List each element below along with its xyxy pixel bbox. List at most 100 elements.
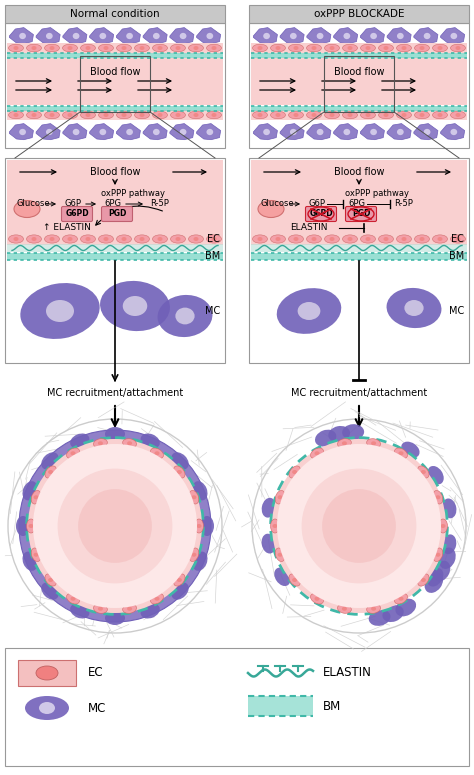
Ellipse shape xyxy=(45,235,60,243)
Text: EC: EC xyxy=(88,666,104,680)
FancyBboxPatch shape xyxy=(306,206,337,222)
Ellipse shape xyxy=(14,201,40,218)
Ellipse shape xyxy=(211,113,217,117)
Ellipse shape xyxy=(189,491,199,504)
Bar xyxy=(5,23,225,148)
Bar xyxy=(251,244,467,252)
Ellipse shape xyxy=(252,419,466,633)
Ellipse shape xyxy=(438,46,443,50)
Ellipse shape xyxy=(257,46,263,50)
Ellipse shape xyxy=(275,548,285,561)
Ellipse shape xyxy=(211,46,217,50)
Ellipse shape xyxy=(151,448,164,459)
Ellipse shape xyxy=(367,604,381,613)
Ellipse shape xyxy=(258,201,284,218)
Ellipse shape xyxy=(371,441,376,446)
Ellipse shape xyxy=(394,448,408,459)
Bar xyxy=(5,648,469,766)
Text: MC: MC xyxy=(205,306,220,316)
Ellipse shape xyxy=(307,112,321,119)
Text: Blood flow: Blood flow xyxy=(334,167,384,177)
Ellipse shape xyxy=(275,237,281,241)
Ellipse shape xyxy=(13,237,18,241)
Ellipse shape xyxy=(73,33,80,40)
Ellipse shape xyxy=(271,235,285,243)
Ellipse shape xyxy=(329,46,335,50)
Ellipse shape xyxy=(41,453,59,470)
Ellipse shape xyxy=(31,491,41,504)
Ellipse shape xyxy=(277,288,341,334)
Ellipse shape xyxy=(34,553,38,556)
Bar xyxy=(7,244,223,252)
Ellipse shape xyxy=(253,112,267,119)
Ellipse shape xyxy=(126,129,133,135)
Ellipse shape xyxy=(192,552,208,571)
Ellipse shape xyxy=(433,491,443,504)
Text: MC: MC xyxy=(449,306,464,316)
Ellipse shape xyxy=(121,237,127,241)
Ellipse shape xyxy=(171,44,185,52)
Text: EC: EC xyxy=(207,234,220,244)
Ellipse shape xyxy=(193,46,199,50)
Ellipse shape xyxy=(200,516,214,536)
Ellipse shape xyxy=(293,237,299,241)
Ellipse shape xyxy=(13,46,18,50)
Bar xyxy=(18,660,76,686)
Ellipse shape xyxy=(383,237,389,241)
Ellipse shape xyxy=(311,46,317,50)
Ellipse shape xyxy=(418,574,429,586)
Ellipse shape xyxy=(397,33,404,40)
Ellipse shape xyxy=(48,470,53,474)
Ellipse shape xyxy=(98,441,103,446)
Ellipse shape xyxy=(289,574,301,586)
Ellipse shape xyxy=(317,129,323,135)
Text: G6PD: G6PD xyxy=(65,209,89,219)
Ellipse shape xyxy=(123,439,137,448)
Ellipse shape xyxy=(253,235,267,243)
Bar xyxy=(251,110,467,120)
Ellipse shape xyxy=(395,599,416,616)
Ellipse shape xyxy=(67,113,73,117)
Ellipse shape xyxy=(450,112,465,119)
Text: PGD: PGD xyxy=(352,209,370,219)
Ellipse shape xyxy=(273,524,277,528)
Ellipse shape xyxy=(329,237,335,241)
Ellipse shape xyxy=(45,112,60,119)
Polygon shape xyxy=(441,28,465,43)
Polygon shape xyxy=(280,28,304,43)
Ellipse shape xyxy=(433,548,443,561)
Text: MC: MC xyxy=(88,701,106,715)
Ellipse shape xyxy=(153,112,167,119)
Ellipse shape xyxy=(46,300,74,322)
Ellipse shape xyxy=(289,44,303,52)
Ellipse shape xyxy=(81,44,95,52)
Ellipse shape xyxy=(275,113,281,117)
Ellipse shape xyxy=(337,439,351,448)
Ellipse shape xyxy=(278,495,283,499)
Ellipse shape xyxy=(19,129,26,135)
Ellipse shape xyxy=(289,466,301,478)
Ellipse shape xyxy=(193,113,199,117)
Ellipse shape xyxy=(33,444,197,608)
Ellipse shape xyxy=(456,46,461,50)
FancyBboxPatch shape xyxy=(101,206,133,222)
Ellipse shape xyxy=(99,112,113,119)
Ellipse shape xyxy=(344,33,350,40)
Text: 6PG: 6PG xyxy=(104,199,121,208)
Ellipse shape xyxy=(46,33,53,40)
Ellipse shape xyxy=(194,519,203,533)
Ellipse shape xyxy=(370,129,377,135)
Ellipse shape xyxy=(103,46,109,50)
Ellipse shape xyxy=(127,441,132,446)
Polygon shape xyxy=(334,28,358,43)
Text: R-5P: R-5P xyxy=(394,199,413,208)
Ellipse shape xyxy=(46,129,53,135)
Bar xyxy=(5,5,225,23)
Polygon shape xyxy=(334,123,358,140)
Ellipse shape xyxy=(180,33,186,40)
Bar xyxy=(251,160,467,235)
Ellipse shape xyxy=(436,553,440,556)
Ellipse shape xyxy=(414,112,429,119)
Ellipse shape xyxy=(117,44,131,52)
Ellipse shape xyxy=(361,112,375,119)
